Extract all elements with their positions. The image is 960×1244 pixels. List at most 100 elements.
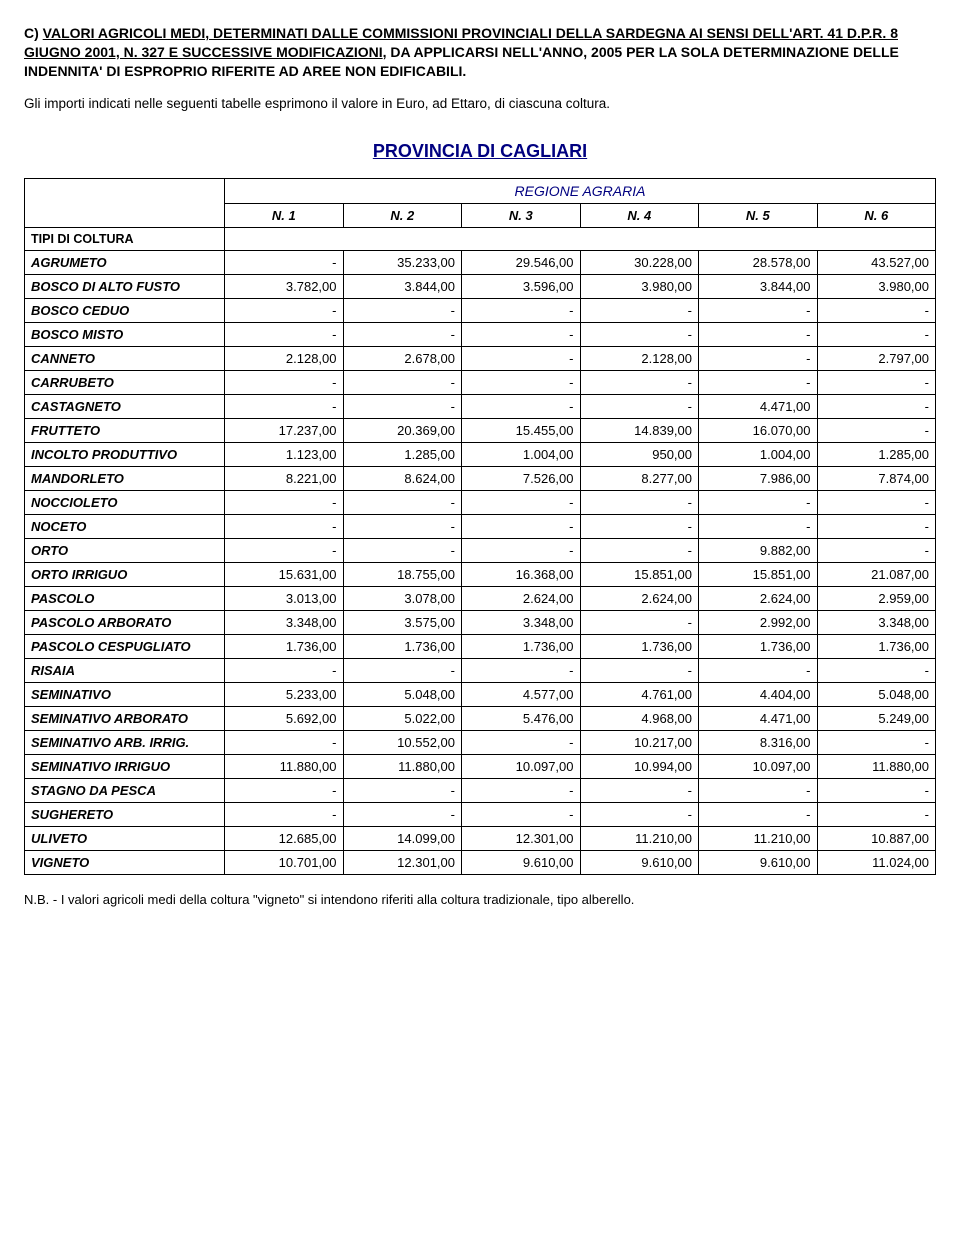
cell-value: 35.233,00 [343, 250, 462, 274]
cell-value: - [225, 538, 344, 562]
table-row: BOSCO CEDUO------ [25, 298, 936, 322]
cell-value: 3.980,00 [580, 274, 699, 298]
cell-value: - [580, 514, 699, 538]
row-label: BOSCO MISTO [25, 322, 225, 346]
cell-value: 5.048,00 [817, 682, 936, 706]
cell-value: 17.237,00 [225, 418, 344, 442]
province-title: PROVINCIA DI CAGLIARI [24, 141, 936, 162]
cell-value: - [343, 394, 462, 418]
table-row: NOCCIOLETO------ [25, 490, 936, 514]
cell-value: 9.610,00 [699, 850, 818, 874]
cell-value: 2.624,00 [462, 586, 581, 610]
cell-value: 1.736,00 [699, 634, 818, 658]
cell-value: 15.851,00 [699, 562, 818, 586]
table-row: RISAIA------ [25, 658, 936, 682]
cell-value: 11.024,00 [817, 850, 936, 874]
cell-value: 1.285,00 [343, 442, 462, 466]
cell-value: - [462, 394, 581, 418]
row-label: PASCOLO CESPUGLIATO [25, 634, 225, 658]
cell-value: 4.577,00 [462, 682, 581, 706]
types-label: TIPI DI COLTURA [25, 227, 225, 250]
cell-value: 14.099,00 [343, 826, 462, 850]
cell-value: - [699, 658, 818, 682]
cell-value: 4.761,00 [580, 682, 699, 706]
cell-value: 28.578,00 [699, 250, 818, 274]
header-paragraph: C) VALORI AGRICOLI MEDI, DETERMINATI DAL… [24, 24, 936, 81]
table-row: SUGHERETO------ [25, 802, 936, 826]
row-label: AGRUMETO [25, 250, 225, 274]
row-label: MANDORLETO [25, 466, 225, 490]
cell-value: 21.087,00 [817, 562, 936, 586]
cell-value: 950,00 [580, 442, 699, 466]
cell-value: 10.701,00 [225, 850, 344, 874]
cell-value: - [225, 250, 344, 274]
col-header: N. 4 [580, 203, 699, 227]
table-row: STAGNO DA PESCA------ [25, 778, 936, 802]
table-row: BOSCO MISTO------ [25, 322, 936, 346]
cell-value: 5.249,00 [817, 706, 936, 730]
cell-value: - [343, 538, 462, 562]
col-header: N. 6 [817, 203, 936, 227]
row-label: RISAIA [25, 658, 225, 682]
cell-value: - [699, 490, 818, 514]
cell-value: - [343, 658, 462, 682]
cell-value: 3.980,00 [817, 274, 936, 298]
cell-value: 9.882,00 [699, 538, 818, 562]
cell-value: - [343, 802, 462, 826]
table-row: CASTAGNETO----4.471,00- [25, 394, 936, 418]
cell-value: - [225, 730, 344, 754]
cell-value: - [343, 322, 462, 346]
cell-value: - [225, 778, 344, 802]
row-label: INCOLTO PRODUTTIVO [25, 442, 225, 466]
cell-value: - [580, 322, 699, 346]
table-row: NOCETO------ [25, 514, 936, 538]
cell-value: 3.596,00 [462, 274, 581, 298]
cell-value: - [699, 322, 818, 346]
intro-text: Gli importi indicati nelle seguenti tabe… [24, 95, 936, 113]
row-label: FRUTTETO [25, 418, 225, 442]
cell-value: 15.455,00 [462, 418, 581, 442]
row-label: PASCOLO ARBORATO [25, 610, 225, 634]
row-label: ULIVETO [25, 826, 225, 850]
table-row: PASCOLO ARBORATO3.348,003.575,003.348,00… [25, 610, 936, 634]
corner-cell [25, 178, 225, 203]
cell-value: - [817, 298, 936, 322]
cell-value: - [462, 370, 581, 394]
cell-value: 29.546,00 [462, 250, 581, 274]
cell-value: - [817, 514, 936, 538]
cell-value: - [580, 370, 699, 394]
cell-value: 11.210,00 [699, 826, 818, 850]
table-row: INCOLTO PRODUTTIVO1.123,001.285,001.004,… [25, 442, 936, 466]
row-label: SUGHERETO [25, 802, 225, 826]
cell-value: 1.004,00 [462, 442, 581, 466]
cell-value: - [580, 394, 699, 418]
cell-value: - [817, 418, 936, 442]
cell-value: - [817, 778, 936, 802]
cell-value: - [699, 370, 818, 394]
cell-value: - [580, 490, 699, 514]
cell-value: - [225, 514, 344, 538]
cell-value: 8.316,00 [699, 730, 818, 754]
cell-value: - [225, 322, 344, 346]
cell-value: 7.526,00 [462, 466, 581, 490]
cell-value: 2.959,00 [817, 586, 936, 610]
table-row: SEMINATIVO ARB. IRRIG.-10.552,00-10.217,… [25, 730, 936, 754]
table-body: AGRUMETO-35.233,0029.546,0030.228,0028.5… [25, 250, 936, 874]
header-prefix: C) [24, 25, 43, 41]
types-spacer [25, 203, 225, 227]
cell-value: - [343, 514, 462, 538]
cell-value: 3.844,00 [699, 274, 818, 298]
cell-value: 2.624,00 [699, 586, 818, 610]
cell-value: - [225, 490, 344, 514]
cell-value: 7.874,00 [817, 466, 936, 490]
table-row: PASCOLO3.013,003.078,002.624,002.624,002… [25, 586, 936, 610]
cell-value: 15.851,00 [580, 562, 699, 586]
row-label: NOCETO [25, 514, 225, 538]
row-label: BOSCO DI ALTO FUSTO [25, 274, 225, 298]
cell-value: 3.348,00 [462, 610, 581, 634]
cell-value: - [580, 802, 699, 826]
cell-value: 16.070,00 [699, 418, 818, 442]
col-header: N. 1 [225, 203, 344, 227]
cell-value: - [343, 298, 462, 322]
table-row: VIGNETO10.701,0012.301,009.610,009.610,0… [25, 850, 936, 874]
